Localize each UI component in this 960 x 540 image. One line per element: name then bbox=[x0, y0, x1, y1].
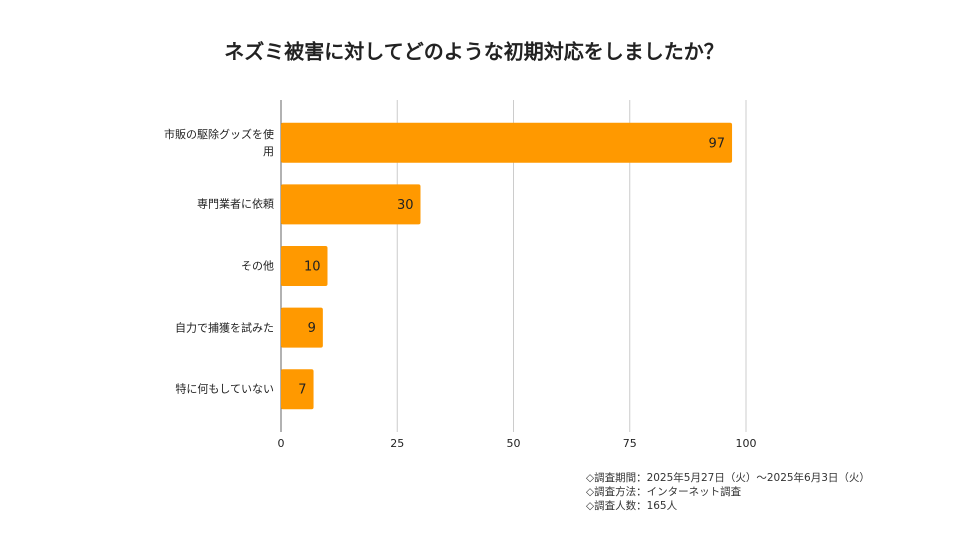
bar bbox=[281, 184, 421, 225]
bar bbox=[281, 246, 328, 286]
x-tick-label: 75 bbox=[623, 437, 637, 450]
chart-title: ネズミ被害に対してどのような初期対応をしましたか？ bbox=[224, 40, 723, 64]
value-label: 97 bbox=[709, 136, 726, 151]
value-label: 10 bbox=[304, 260, 321, 275]
bar bbox=[281, 369, 314, 410]
value-label: 30 bbox=[397, 198, 414, 213]
y-tick-label: 専門業者に依頼 bbox=[197, 197, 274, 211]
y-tick-label: 特に何もしていない bbox=[175, 382, 274, 396]
footnote: ◇調査期間：2025年5月27日（火）～2025年6月3日（火） bbox=[586, 472, 870, 484]
value-label: 9 bbox=[308, 321, 316, 336]
x-tick-label: 0 bbox=[278, 437, 285, 450]
x-tick-label: 100 bbox=[736, 437, 757, 450]
y-tick-label: 市販の駆除グッズを使用 bbox=[164, 127, 274, 158]
footnote: ◇調査人数：165人 bbox=[586, 500, 678, 512]
y-tick-label: その他 bbox=[241, 259, 274, 273]
x-tick-label: 50 bbox=[507, 437, 521, 450]
y-tick-label: 自力で捕獲を試みた bbox=[175, 321, 274, 335]
bar bbox=[281, 122, 733, 163]
x-tick-label: 25 bbox=[390, 437, 404, 450]
bar bbox=[281, 307, 323, 348]
footnote: ◇調査方法：インターネット調査 bbox=[586, 486, 742, 498]
value-label: 7 bbox=[298, 383, 306, 398]
